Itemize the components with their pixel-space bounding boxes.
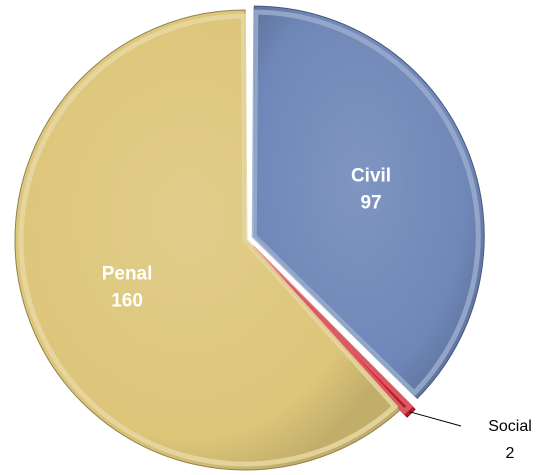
slices-layer xyxy=(14,5,485,471)
pie-slice-penal xyxy=(14,9,401,471)
pie-slice-social-bevel xyxy=(250,245,414,416)
pie-slice-penal-bevel xyxy=(18,13,399,467)
slice-label-civil: Civil xyxy=(351,166,391,187)
pie-slice-civil-bevel xyxy=(251,9,481,397)
slice-value-social: 2 xyxy=(506,445,515,462)
slice-label-social: Social xyxy=(488,418,532,435)
labels-layer: Civil 97 Social 2 Penal 160 xyxy=(102,166,532,462)
leader-line-social xyxy=(409,411,462,427)
pie-slice-civil-shape xyxy=(253,5,485,400)
slice-value-civil: 97 xyxy=(360,193,381,214)
pie-slice-penal-shape xyxy=(14,9,401,471)
slice-label-penal: Penal xyxy=(102,264,153,285)
pie-slice-civil xyxy=(251,5,485,400)
slice-value-penal: 160 xyxy=(111,291,143,312)
